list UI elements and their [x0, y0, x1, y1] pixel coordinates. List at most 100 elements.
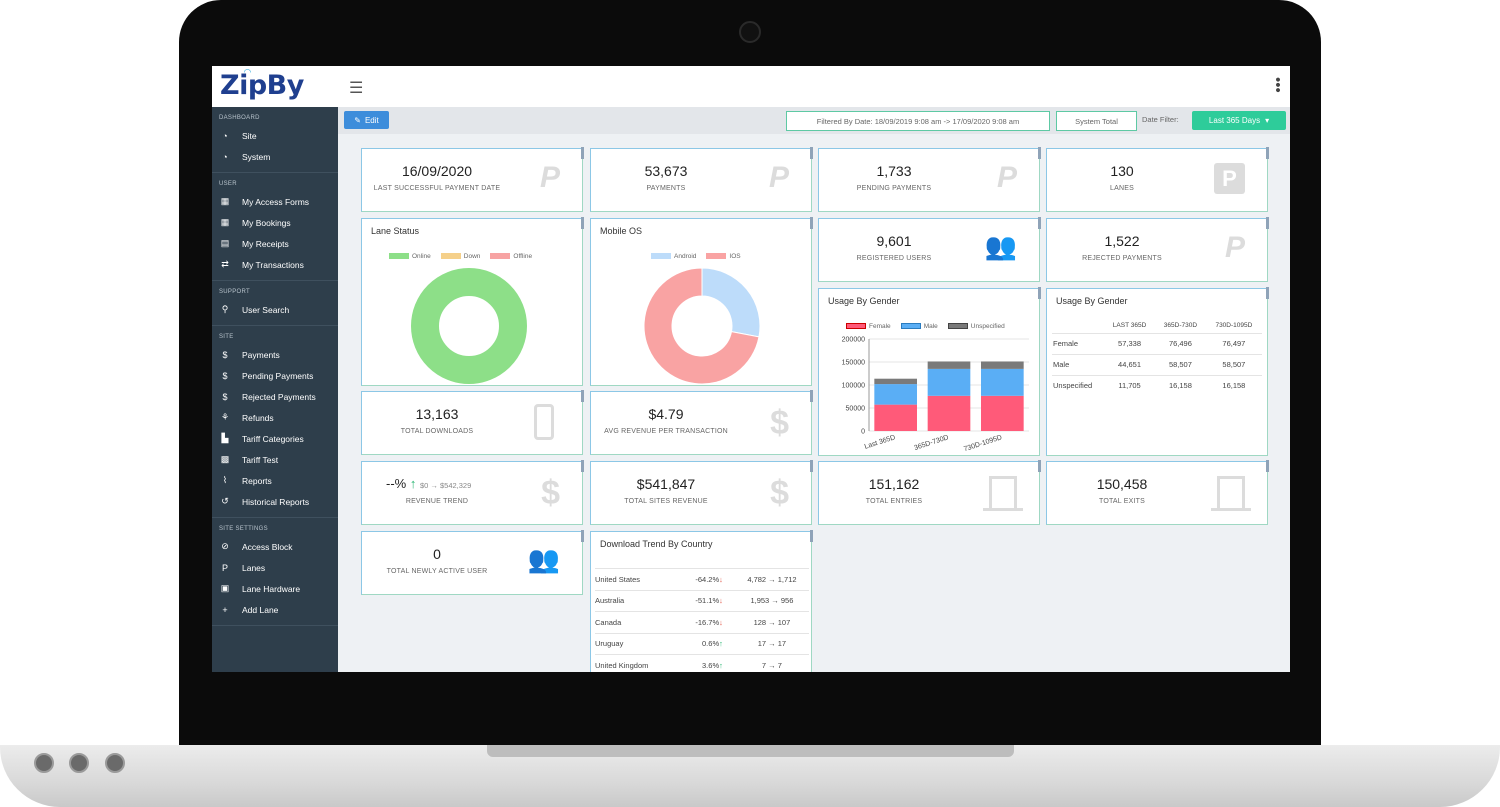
sidebar-item-label: Pending Payments [242, 370, 314, 381]
sidebar-item-reports[interactable]: ⌇ Reports [212, 470, 338, 491]
trend-percent-cell: -51.1%↓ [675, 589, 735, 612]
sidebar-item-site[interactable]: ◔ Site [212, 125, 338, 146]
sidebar-item-lanes[interactable]: P Lanes [212, 557, 338, 578]
bar-female-730d-1095d[interactable] [981, 395, 1024, 431]
hand-dollar-icon: ⚘ [220, 412, 230, 422]
paypal-icon: P [539, 161, 560, 194]
sidebar-item-tariff-test[interactable]: ▩ Tariff Test [212, 449, 338, 470]
date-filter-dropdown[interactable]: Last 365 Days ▾ [1192, 111, 1286, 130]
bar-unspecified-365d-730d[interactable] [927, 361, 971, 369]
country-name: Uruguay [595, 632, 676, 655]
revenue-trend-card: --% ↑ $0 → $542,329 REVENUE TREND $ [361, 460, 584, 525]
bar-male-last-365d[interactable] [874, 384, 917, 405]
trend-range: 1,953 → 956 [734, 589, 809, 612]
country-name: Australia [595, 589, 676, 612]
registered-users-card: 9,601 REGISTERED USERS 👥 [818, 217, 1041, 282]
lane-status-donut [411, 268, 527, 384]
sidebar-item-user-search[interactable]: ⚲ User Search [212, 299, 338, 320]
indicator-dot [105, 753, 125, 773]
stat-label: LANES [1110, 185, 1134, 192]
y-tick-label: 200000 [842, 337, 865, 344]
stat-value: 151,162 [868, 476, 920, 492]
usage-by-gender-table-card: Usage By Gender LAST 365D 365D-730D 730D… [1046, 287, 1269, 456]
sidebar-item-label: My Bookings [242, 217, 291, 228]
table-cell: 16,158 [1155, 374, 1206, 396]
edit-button[interactable]: ✎ Edit [344, 111, 389, 129]
calendar-icon: ▦ [220, 196, 230, 206]
more-options-icon[interactable]: ••• [1269, 77, 1286, 93]
legend-item: Online [389, 253, 431, 260]
indicator-dot [69, 753, 89, 773]
bar-unspecified-last-365d[interactable] [874, 378, 917, 385]
sidebar-item-label: System [242, 151, 271, 162]
sidebar-item-add-lane[interactable]: + Add Lane [212, 599, 338, 620]
sidebar-item-rejected-payments[interactable]: $ Rejected Payments [212, 386, 338, 407]
donut-slice-online[interactable] [411, 268, 527, 384]
dashboard-icon: ◔ [222, 151, 228, 162]
sidebar-item-system[interactable]: ◔ System [212, 146, 338, 167]
x-tick-label: Last 365D [864, 434, 897, 451]
table-cell: 58,507 [1205, 353, 1262, 375]
legend-item: Offline [490, 253, 532, 260]
menu-icon[interactable]: ☰ [349, 80, 364, 97]
system-total-button[interactable]: System Total [1056, 111, 1137, 131]
stat-label: AVG REVENUE PER TRANSACTION [604, 428, 728, 435]
sidebar-item-lane-hardware[interactable]: ▣ Lane Hardware [212, 578, 338, 599]
table-row: United Kingdom 3.6%↑ 7 → 7 [595, 654, 809, 672]
row-label: Unspecified [1052, 374, 1104, 396]
sidebar-section-title: SITE [219, 334, 234, 340]
sidebar-item-label: Refunds [242, 412, 274, 423]
trend-percent: -16.7% [695, 617, 720, 627]
sidebar-item-historical-reports[interactable]: ↺ Historical Reports [212, 491, 338, 512]
sidebar-item-my-bookings[interactable]: ▦ My Bookings [212, 212, 338, 233]
sidebar-item-my-receipts[interactable]: ▤ My Receipts [212, 233, 338, 254]
bar-female-last-365d[interactable] [874, 404, 917, 431]
stat-value: $541,847 [636, 476, 696, 492]
sidebar-item-tariff-categories[interactable]: ▙ Tariff Categories [212, 428, 338, 449]
y-tick-label: 100000 [842, 383, 865, 390]
table-cell: 16,158 [1205, 374, 1262, 396]
sidebar-item-my-transactions[interactable]: ⇄ My Transactions [212, 254, 338, 275]
bar-unspecified-730d-1095d[interactable] [981, 361, 1024, 369]
y-tick-label: 50000 [846, 406, 866, 413]
donut-slice-ios[interactable] [643, 267, 760, 385]
x-tick-label: 365D-730D [913, 434, 949, 452]
sidebar-item-pending-payments[interactable]: $ Pending Payments [212, 365, 338, 386]
chart-legend: Online Down Offline [389, 253, 532, 260]
wifi-icon: ◠ [244, 68, 251, 78]
bar-male-730d-1095d[interactable] [981, 368, 1024, 396]
arrow-down-icon: ↓ [719, 617, 723, 627]
sitemap-icon: ▙ [221, 433, 229, 443]
stat-label: LAST SUCCESSFUL PAYMENT DATE [373, 185, 501, 192]
stat-label: TOTAL EXITS [1098, 498, 1146, 505]
dollar-icon: $ [770, 474, 789, 512]
sidebar-item-access-block[interactable]: ⊘ Access Block [212, 536, 338, 557]
dashboard-icon: ◔ [222, 130, 228, 141]
country-name: United Kingdom [595, 654, 676, 672]
table-row: Australia -51.1%↓ 1,953 → 956 [595, 589, 809, 612]
calendar-icon: ▦ [220, 217, 230, 227]
total-downloads-card: 13,163 TOTAL DOWNLOADS [361, 390, 584, 455]
sidebar-item-payments[interactable]: $ Payments [212, 344, 338, 365]
card-title: Usage By Gender [1056, 296, 1128, 306]
app-logo[interactable]: ZipBy ◠ [220, 68, 304, 101]
stat-label: TOTAL DOWNLOADS [400, 428, 474, 435]
card-title: Download Trend By Country [600, 539, 713, 549]
sidebar-item-label: My Access Forms [242, 196, 310, 207]
usage-by-gender-bar-chart: 0 50000 100000 150000 200000 Last 365D 365D-73… [842, 337, 1029, 453]
usage-by-gender-table: LAST 365D 365D-730D 730D-1095D Female 57,… [1052, 319, 1262, 396]
sidebar-section-title: USER [219, 181, 237, 187]
trend-percent-cell: 0.6%↑ [675, 632, 735, 655]
arrow-down-icon: ↓ [719, 574, 723, 584]
sidebar-item-refunds[interactable]: ⚘ Refunds [212, 407, 338, 428]
bar-male-365d-730d[interactable] [927, 368, 971, 396]
dollar-icon: $ [222, 349, 228, 360]
stat-value: 1,522 [1104, 233, 1140, 249]
ban-icon: ⊘ [221, 541, 229, 551]
bar-female-365d-730d[interactable] [927, 395, 971, 431]
toolbar: ✎ Edit Filtered By Date: 18/09/2019 9:08… [338, 107, 1290, 134]
table-cell: 76,496 [1155, 332, 1206, 354]
stat-label: TOTAL SITES REVENUE [624, 498, 708, 505]
donut-slice-android[interactable] [701, 267, 761, 338]
sidebar-item-my-access-forms[interactable]: ▦ My Access Forms [212, 191, 338, 212]
